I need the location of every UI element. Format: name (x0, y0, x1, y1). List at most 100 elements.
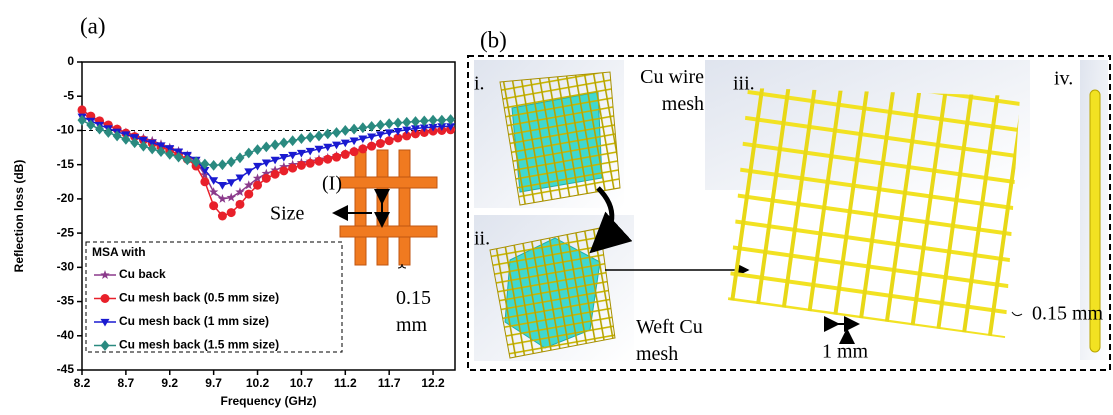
panel-label: (b) (480, 27, 507, 52)
y-tick-label: -20 (57, 191, 75, 205)
data-point (209, 177, 218, 185)
data-point (279, 166, 288, 175)
data-point (78, 105, 87, 114)
y-tick-label: -25 (57, 225, 75, 239)
data-point (332, 127, 341, 138)
data-point (288, 164, 297, 173)
figure: (a) (b) (I) Size i. ii. iii. iv. (0, 0, 1113, 415)
data-point (306, 159, 315, 168)
data-point (95, 124, 104, 135)
data-point (341, 125, 350, 136)
panel-label: (a) (80, 13, 106, 38)
x-tick-label: 10.7 (290, 376, 314, 390)
mesh-illustration-ii (474, 215, 634, 361)
legend-marker (101, 294, 110, 303)
data-point (341, 150, 350, 159)
data-point (104, 127, 113, 138)
thickness-label: 0.15 mm (396, 285, 444, 339)
data-point (367, 142, 376, 151)
panel-caption: Cu wire mesh (620, 64, 704, 118)
data-point (385, 136, 394, 145)
data-point (288, 135, 297, 146)
y-tick-label: -15 (57, 157, 75, 171)
data-point (323, 155, 332, 164)
figure-canvas: (a) (b) (I) Size i. ii. iii. iv. (0, 0, 1113, 415)
y-tick-label: -30 (57, 260, 75, 274)
panel-caption: Weft Cu mesh (636, 314, 726, 368)
data-point (279, 137, 288, 148)
x-tick-label: 11.7 (378, 376, 401, 390)
data-point (218, 182, 227, 190)
data-point (376, 120, 385, 131)
data-point (235, 152, 244, 163)
data-point (253, 144, 262, 155)
data-point (209, 160, 218, 171)
mesh-illustration-iii (705, 60, 1030, 340)
data-point (235, 175, 244, 183)
legend-label: Cu mesh back (0.5 mm size) (119, 291, 279, 305)
data-point (253, 163, 262, 171)
data-point (78, 115, 87, 126)
data-point (332, 153, 341, 162)
data-point (226, 193, 235, 202)
y-tick-label: 0 (67, 54, 74, 68)
x-tick-label: 9.2 (161, 376, 178, 390)
y-axis-label: Reflection loss (dB) (12, 160, 26, 273)
legend-label: Cu back (119, 267, 166, 281)
y-tick-label: -10 (57, 123, 75, 137)
x-tick-label: 12.2 (421, 376, 445, 390)
data-point (393, 118, 402, 129)
dimension-label: 1 mm (822, 341, 869, 363)
data-point (314, 131, 323, 142)
data-point (227, 208, 236, 217)
data-point (253, 181, 262, 190)
data-point (244, 190, 253, 199)
data-point (358, 122, 367, 133)
data-point (350, 147, 359, 156)
y-tick-label: -40 (57, 328, 75, 342)
data-point (358, 144, 367, 153)
y-tick-label: -35 (57, 294, 75, 308)
data-point (86, 120, 95, 131)
panel-index: iv. (1054, 68, 1073, 90)
y-tick-label: -45 (57, 362, 75, 376)
data-point (235, 200, 244, 209)
data-point (200, 177, 209, 186)
panel-index: ii. (474, 228, 490, 250)
data-point (244, 148, 253, 159)
panel-index: iii. (733, 73, 755, 95)
legend-label: Cu mesh back (1.5 mm size) (119, 338, 279, 352)
size-label: Size (270, 203, 305, 225)
data-point (218, 194, 227, 203)
data-point (350, 124, 359, 135)
x-tick-label: 9.7 (205, 376, 222, 390)
data-point (297, 161, 306, 170)
data-point (218, 212, 227, 221)
data-point (227, 157, 236, 168)
x-tick-label: 8.2 (74, 376, 91, 390)
legend: MSA with Cu back Cu mesh back (0.5 mm size… (86, 242, 342, 352)
data-point (262, 174, 271, 183)
x-tick-label: 11.2 (334, 376, 357, 390)
data-point (402, 117, 411, 128)
inset-mesh-drawing (334, 150, 437, 268)
data-point (271, 139, 280, 150)
legend-label: Cu mesh back (1 mm size) (119, 314, 269, 328)
legend-title: MSA with (92, 245, 146, 259)
dimension-label: 0.15 mm (1032, 303, 1104, 325)
data-point (262, 141, 271, 152)
x-axis-label: Frequency (GHz) (220, 394, 316, 408)
data-point (385, 118, 394, 129)
panel-index: i. (474, 73, 485, 95)
data-point (367, 121, 376, 132)
data-point (306, 132, 315, 143)
y-tick-label: -5 (63, 88, 74, 102)
data-point (314, 157, 323, 166)
data-point (271, 170, 280, 179)
data-point (297, 133, 306, 144)
inset-label: (I) (322, 173, 342, 195)
data-point (218, 159, 227, 170)
mesh-illustration-i (474, 60, 624, 208)
x-tick-label: 8.7 (118, 376, 135, 390)
data-point (209, 201, 218, 210)
